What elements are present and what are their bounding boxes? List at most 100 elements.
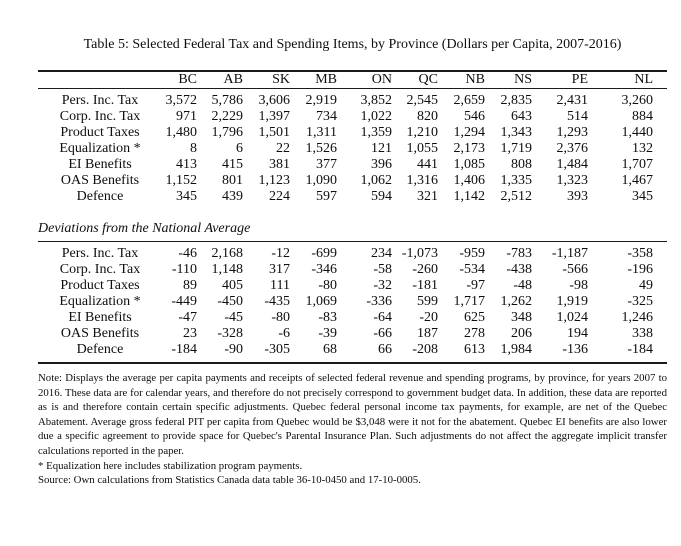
- cell-value: -196: [627, 262, 653, 277]
- cell-value: 1,719: [500, 141, 533, 156]
- cell-value: 2,173: [453, 141, 486, 156]
- cell-value: 3,260: [621, 93, 654, 108]
- cell-value: 345: [632, 189, 653, 204]
- cell-value: -90: [224, 342, 243, 357]
- cell-value: 734: [316, 109, 337, 124]
- cell-value: 405: [222, 278, 243, 293]
- cell-value: -48: [513, 278, 532, 293]
- cell-value: 801: [222, 173, 243, 188]
- cell-value: 546: [464, 109, 485, 124]
- cell-value: 1,293: [556, 125, 589, 140]
- row-label: EI Benefits: [68, 310, 132, 325]
- cell-value: 1,323: [556, 173, 589, 188]
- cell-value: 820: [417, 109, 438, 124]
- cell-value: 234: [371, 246, 392, 261]
- table-row: Corp. Inc. Tax -110 1,148 317 -346 -58 -260 -53…: [38, 262, 667, 278]
- cell-value: -305: [264, 342, 290, 357]
- table-row: EI Benefits 413 415 381 377 396 441 1,085 808 1,4…: [38, 157, 667, 173]
- cell-value: 2,835: [500, 93, 533, 108]
- row-label: Product Taxes: [60, 278, 140, 293]
- table-header: BC AB SK MB ON QC NB NS PE NL: [38, 71, 667, 89]
- row-label: Corp. Inc. Tax: [59, 262, 141, 277]
- cell-value: 1,919: [556, 294, 589, 309]
- cell-value: -358: [627, 246, 653, 261]
- cell-value: 121: [371, 141, 392, 156]
- cell-value: 1,294: [453, 125, 486, 140]
- note-text: Note: Displays the average per capita pa…: [38, 372, 667, 457]
- cell-value: 89: [183, 278, 197, 293]
- row-label: Product Taxes: [60, 125, 140, 140]
- cell-value: -80: [318, 278, 337, 293]
- cell-value: 514: [567, 109, 588, 124]
- column-header-sk: SK: [243, 71, 290, 89]
- section-heading-row: Deviations from the National Average: [38, 208, 667, 242]
- cell-value: 345: [176, 189, 197, 204]
- cell-value: 224: [269, 189, 290, 204]
- source-line: Source: Own calculations from Statistics…: [38, 474, 421, 487]
- cell-value: 1,406: [453, 173, 486, 188]
- row-label: Equalization *: [59, 294, 141, 309]
- table-row: Product Taxes 1,480 1,796 1,501 1,311 1,359 1,…: [38, 125, 667, 141]
- cell-value: 5,786: [211, 93, 244, 108]
- row-label-header: [38, 71, 162, 89]
- cell-value: -566: [562, 262, 588, 277]
- cell-value: -136: [562, 342, 588, 357]
- row-label: OAS Benefits: [60, 326, 140, 341]
- cell-value: 599: [417, 294, 438, 309]
- cell-value: 6: [236, 141, 243, 156]
- cell-value: 1,501: [258, 125, 291, 140]
- cell-value: 2,168: [211, 246, 244, 261]
- table-row: Defence -184 -90 -305 68 66 -208 613 1,984 -136 -1…: [38, 342, 667, 363]
- cell-value: 1,090: [305, 173, 338, 188]
- cell-value: -438: [506, 262, 532, 277]
- cell-value: 1,055: [406, 141, 439, 156]
- row-label: Corp. Inc. Tax: [59, 109, 141, 124]
- cell-value: 1,984: [500, 342, 533, 357]
- cell-value: 348: [511, 310, 532, 325]
- cell-value: -534: [459, 262, 485, 277]
- cell-value: -64: [373, 310, 392, 325]
- cell-value: 439: [222, 189, 243, 204]
- cell-value: -1,073: [401, 246, 438, 261]
- cell-value: 1,484: [556, 157, 589, 172]
- cell-value: 1,343: [500, 125, 533, 140]
- table-row: Equalization * -449 -450 -435 1,069 -336 599 1,…: [38, 294, 667, 310]
- cell-value: 441: [417, 157, 438, 172]
- cell-value: 23: [183, 326, 197, 341]
- cell-value: -260: [412, 262, 438, 277]
- cell-value: -449: [171, 294, 197, 309]
- cell-value: -328: [217, 326, 243, 341]
- cell-value: 613: [464, 342, 485, 357]
- column-header-on: ON: [337, 71, 392, 89]
- cell-value: 1,123: [258, 173, 291, 188]
- cell-value: 808: [511, 157, 532, 172]
- cell-value: -83: [318, 310, 337, 325]
- cell-value: 1,152: [165, 173, 198, 188]
- cell-value: -184: [627, 342, 653, 357]
- cell-value: 132: [632, 141, 653, 156]
- cell-value: 2,919: [305, 93, 338, 108]
- row-label: EI Benefits: [68, 157, 132, 172]
- column-header-ab: AB: [197, 71, 243, 89]
- table-row: Defence 345 439 224 597 594 321 1,142 2,512 393 34…: [38, 189, 667, 208]
- cell-value: 884: [632, 109, 653, 124]
- row-label: OAS Benefits: [60, 173, 140, 188]
- column-header-pe: PE: [532, 71, 588, 89]
- cell-value: 187: [417, 326, 438, 341]
- cell-value: 415: [222, 157, 243, 172]
- section-heading: Deviations from the National Average: [38, 208, 667, 242]
- table-title: Table 5: Selected Federal Tax and Spendi…: [83, 37, 622, 52]
- cell-value: -39: [318, 326, 337, 341]
- cell-value: -181: [412, 278, 438, 293]
- table-row: Corp. Inc. Tax 971 2,229 1,397 734 1,022 820 54…: [38, 109, 667, 125]
- cell-value: 1,062: [360, 173, 393, 188]
- column-header-nl: NL: [588, 71, 667, 89]
- cell-value: 1,359: [360, 125, 393, 140]
- cell-value: -66: [373, 326, 392, 341]
- cell-value: 1,085: [453, 157, 486, 172]
- cell-value: 1,311: [306, 125, 337, 140]
- cell-value: -346: [311, 262, 337, 277]
- row-label: Defence: [76, 189, 124, 204]
- cell-value: 278: [464, 326, 485, 341]
